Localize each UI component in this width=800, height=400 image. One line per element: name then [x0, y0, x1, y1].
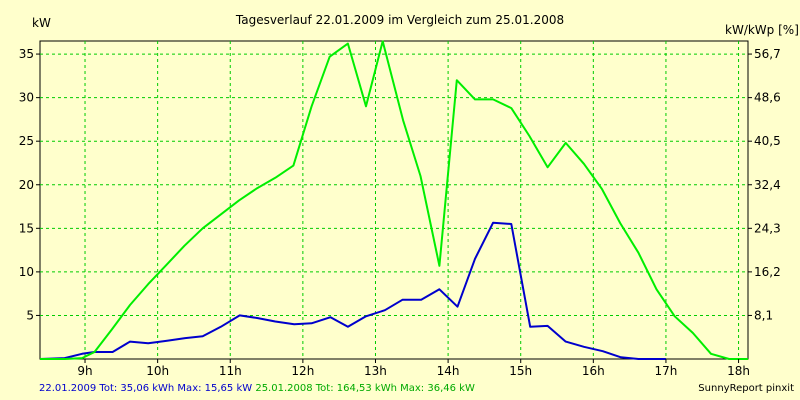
credit: SunnyReport pinxit [698, 383, 794, 394]
y-ticks-right: 8,1 16,2 24,3 32,4 40,5 48,6 56,7 [748, 47, 781, 322]
y-axis-left-label: kW [32, 16, 51, 30]
series-layer [39, 40, 748, 360]
y-left-tick-label-3: 20 [19, 178, 34, 192]
x-tick-label-4: 13h [364, 364, 387, 378]
legend: 22.01.2009 Tot: 35,06 kWh Max: 15,65 kW … [39, 383, 475, 394]
chart-title: Tagesverlauf 22.01.2009 im Vergleich zum… [235, 13, 564, 27]
y-right-tick-label-6: 56,7 [754, 47, 781, 61]
y-right-tick-label-1: 16,2 [754, 265, 781, 279]
x-tick-label-3: 12h [291, 364, 314, 378]
y-left-tick-label-6: 35 [19, 47, 34, 61]
y-right-tick-label-0: 8,1 [754, 308, 773, 322]
legend-entry-2009: 22.01.2009 Tot: 35,06 kWh Max: 15,65 kW [39, 383, 253, 394]
y-left-tick-label-0: 5 [26, 308, 34, 322]
y-right-tick-label-4: 40,5 [754, 134, 781, 148]
y-ticks-left: 5 10 15 20 25 30 35 [19, 47, 40, 322]
x-tick-label-7: 16h [582, 364, 605, 378]
y-right-tick-label-3: 32,4 [754, 178, 781, 192]
y-right-tick-label-2: 24,3 [754, 221, 781, 235]
series-line-22-01-2009 [39, 221, 666, 360]
y-axis-right-label: kW/kWp [%] [725, 23, 799, 37]
x-tick-label-2: 11h [219, 364, 242, 378]
y-right-tick-label-5: 48,6 [754, 91, 781, 105]
x-ticks: 9h 10h 11h 12h 13h 14h 15h 16h 17h 18h [77, 359, 750, 378]
x-tick-label-8: 17h [655, 364, 678, 378]
x-tick-label-5: 14h [437, 364, 460, 378]
series-line-25-01-2008 [40, 40, 748, 360]
grid [40, 41, 748, 359]
legend-entry-2008: 25.01.2008 Tot: 164,53 kWh Max: 36,46 kW [255, 383, 475, 394]
y-left-tick-label-2: 15 [19, 221, 34, 235]
y-left-tick-label-4: 25 [19, 134, 34, 148]
x-tick-label-6: 15h [509, 364, 532, 378]
y-left-tick-label-5: 30 [19, 91, 34, 105]
x-tick-label-1: 10h [146, 364, 169, 378]
x-tick-label-9: 18h [727, 364, 750, 378]
y-left-tick-label-1: 10 [19, 265, 34, 279]
x-tick-label-0: 9h [77, 364, 92, 378]
